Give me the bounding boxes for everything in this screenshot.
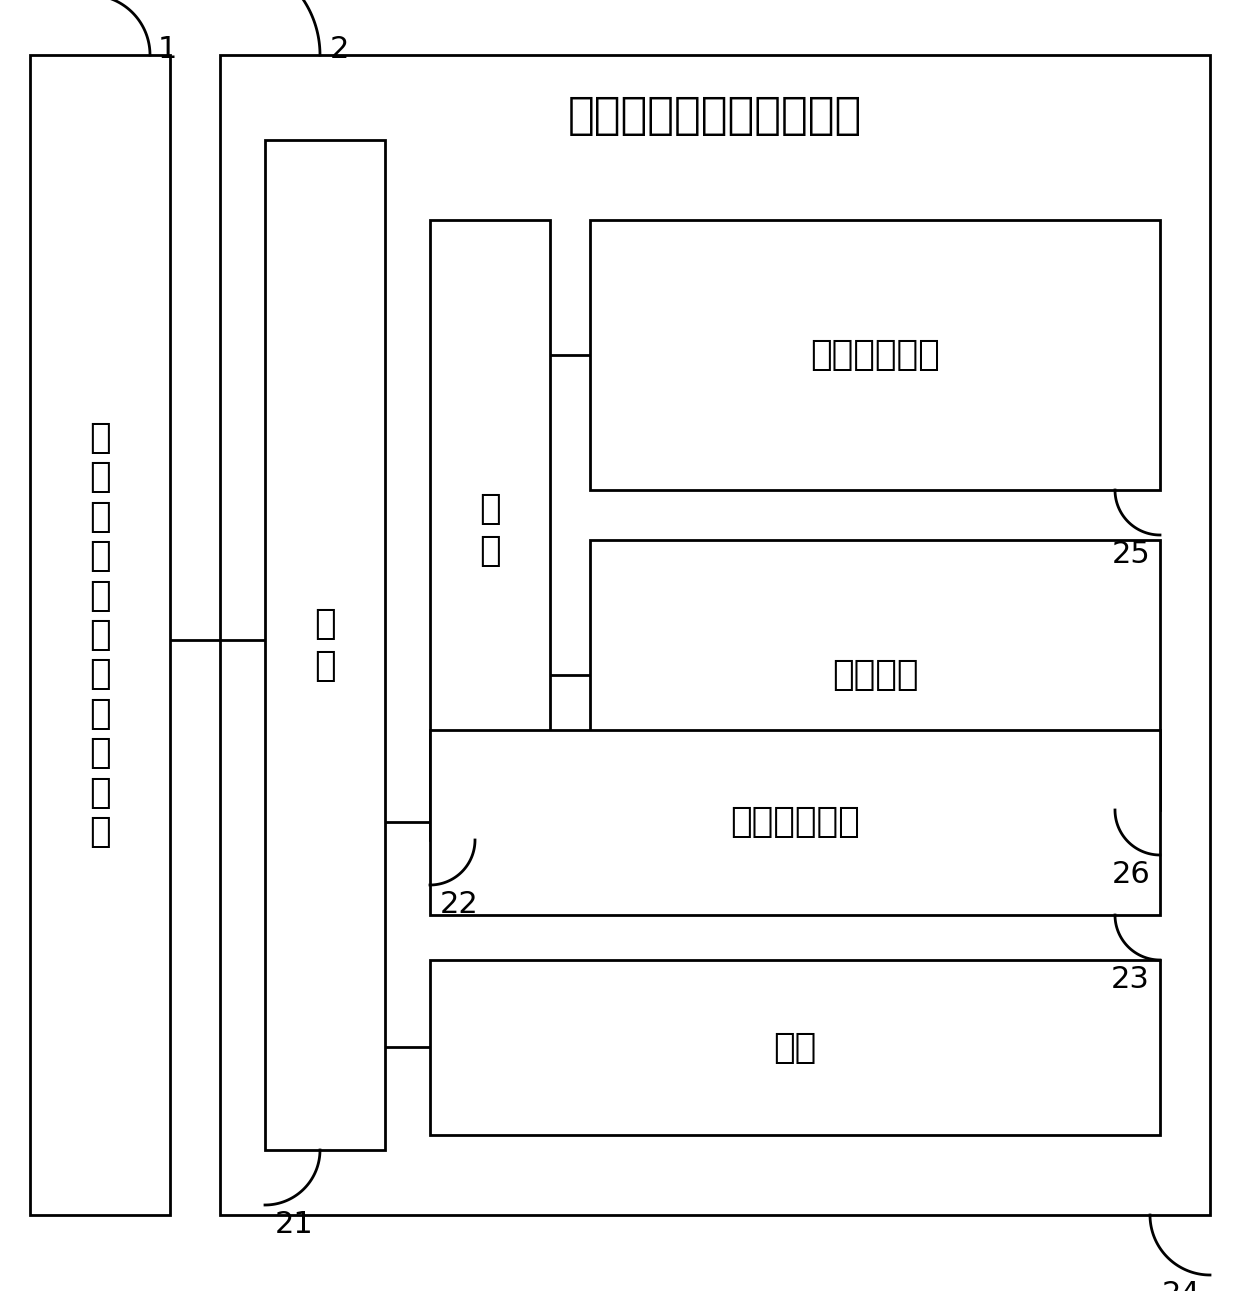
Text: 中转端子装置: 中转端子装置 bbox=[810, 338, 940, 372]
Text: 26: 26 bbox=[1111, 860, 1149, 889]
Bar bbox=[430, 961, 1159, 1135]
Text: 21: 21 bbox=[275, 1210, 314, 1239]
Bar bbox=[590, 540, 1159, 809]
Text: 气缸: 气缸 bbox=[774, 1030, 817, 1065]
Text: 24: 24 bbox=[1161, 1279, 1200, 1291]
Bar bbox=[30, 56, 170, 1215]
Bar bbox=[219, 56, 1210, 1215]
Bar bbox=[430, 729, 1159, 915]
Bar bbox=[430, 219, 551, 840]
Text: 底
座: 底 座 bbox=[314, 607, 336, 683]
Text: 22: 22 bbox=[440, 889, 479, 919]
Text: 2: 2 bbox=[330, 35, 350, 65]
Bar bbox=[590, 219, 1159, 491]
Text: 滑
轨: 滑 轨 bbox=[479, 492, 501, 568]
Text: 通用端子装置: 通用端子装置 bbox=[730, 806, 859, 839]
Text: 25: 25 bbox=[1111, 540, 1149, 569]
Bar bbox=[265, 139, 384, 1150]
Text: 1: 1 bbox=[157, 35, 177, 65]
Text: 计
量
器
具
的
自
动
检
测
系
统: 计 量 器 具 的 自 动 检 测 系 统 bbox=[89, 421, 110, 849]
Text: 治具装置: 治具装置 bbox=[832, 658, 919, 692]
Text: 计量器具的自动压接系统: 计量器具的自动压接系统 bbox=[568, 93, 862, 137]
Text: 23: 23 bbox=[1111, 964, 1149, 994]
